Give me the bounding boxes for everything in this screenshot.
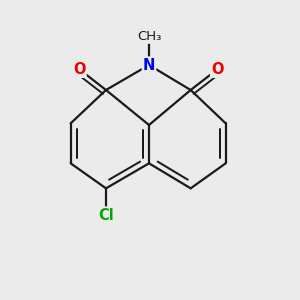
- Text: CH₃: CH₃: [137, 30, 161, 43]
- Text: N: N: [143, 58, 155, 73]
- Text: O: O: [211, 62, 224, 77]
- Text: Cl: Cl: [98, 208, 114, 223]
- Text: O: O: [73, 62, 86, 77]
